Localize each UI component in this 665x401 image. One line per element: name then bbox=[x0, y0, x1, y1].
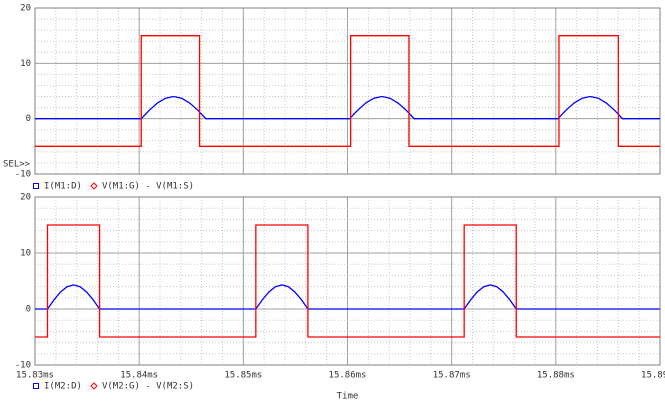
plot-frame bbox=[34, 7, 661, 175]
legend-marker bbox=[33, 383, 39, 389]
legend-label: I(M2:D) bbox=[44, 382, 82, 392]
x-tick-label: 15.88ms bbox=[537, 371, 575, 381]
y-tick-label: 20 bbox=[20, 193, 31, 203]
legend-marker bbox=[90, 182, 98, 190]
series-line bbox=[35, 95, 660, 120]
legend-marker bbox=[90, 382, 98, 390]
x-tick-label: 15.85ms bbox=[224, 371, 262, 381]
y-tick-label: 10 bbox=[20, 59, 31, 69]
x-tick-label: 15.89ms bbox=[641, 371, 665, 381]
series-line bbox=[35, 284, 660, 310]
x-axis-label: Time bbox=[337, 392, 359, 401]
y-tick-label: -10 bbox=[15, 170, 31, 180]
y-tick-label: 20 bbox=[20, 4, 31, 14]
series-line bbox=[35, 224, 660, 338]
x-tick-label: 15.84ms bbox=[120, 371, 158, 381]
plot-frame bbox=[34, 196, 661, 366]
series-line bbox=[35, 35, 660, 147]
x-tick-label: 15.83ms bbox=[16, 371, 54, 381]
y-tick-label: -10 bbox=[15, 361, 31, 371]
y-tick-label: 10 bbox=[20, 249, 31, 259]
legend-label: V(M2:G) - V(M2:S) bbox=[102, 382, 194, 392]
legend-label: V(M1:G) - V(M1:S) bbox=[102, 182, 194, 192]
y-tick-label: 0 bbox=[26, 114, 31, 124]
x-tick-label: 15.86ms bbox=[329, 371, 367, 381]
x-tick-label: 15.87ms bbox=[433, 371, 471, 381]
legend-marker bbox=[33, 183, 39, 189]
y-tick-label: 0 bbox=[26, 305, 31, 315]
annotation: SEL>> bbox=[3, 160, 31, 170]
legend-label: I(M1:D) bbox=[44, 182, 82, 192]
